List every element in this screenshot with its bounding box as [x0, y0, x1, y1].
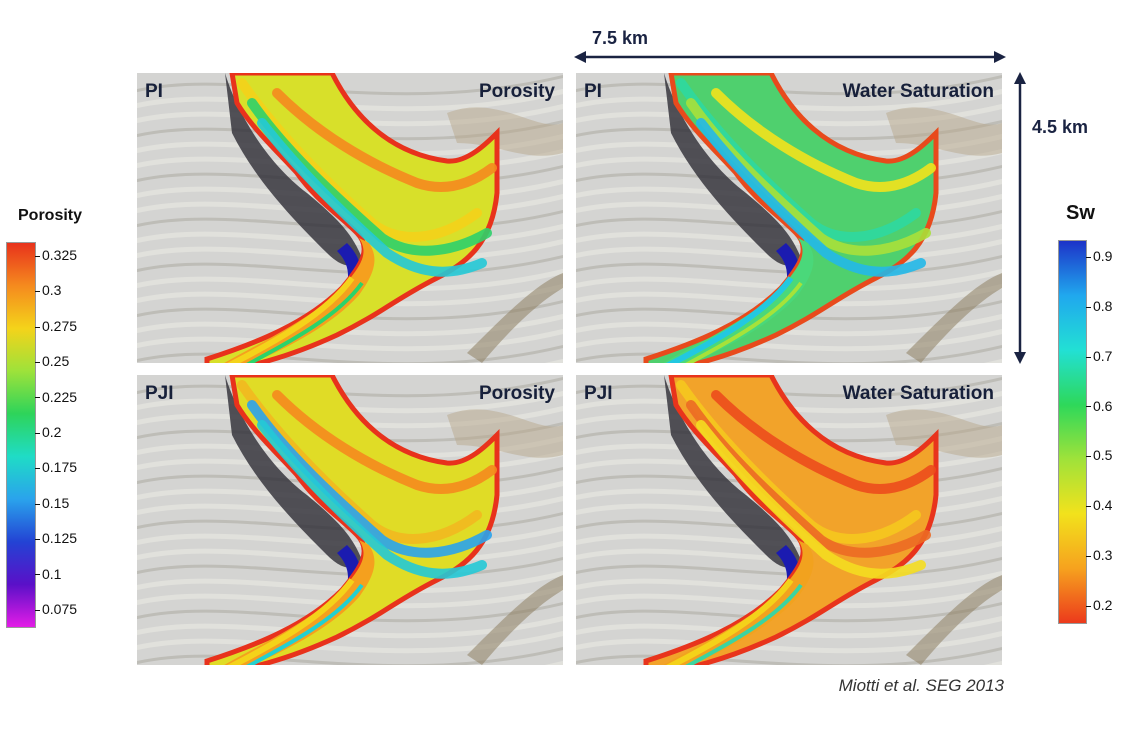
sw-tick-label: 0.3	[1086, 547, 1112, 563]
sw-tick-label: 0.6	[1086, 398, 1112, 414]
panel-pi-water-saturation: PI Water Saturation	[576, 73, 1002, 363]
vertical-scale-label: 4.5 km	[1032, 117, 1089, 137]
porosity-tick-label: 0.15	[35, 495, 69, 511]
sw-tick-label: 0.2	[1086, 597, 1112, 613]
porosity-tick-label: 0.175	[35, 459, 77, 475]
horizontal-scale-arrow	[574, 51, 1006, 63]
porosity-tick-label: 0.3	[35, 282, 61, 298]
panel-tag: PI	[584, 81, 602, 102]
sw-tick-label: 0.7	[1086, 348, 1112, 364]
citation: Miotti et al. SEG 2013	[838, 676, 1004, 695]
panel-property-label: Water Saturation	[842, 383, 994, 404]
porosity-tick-label: 0.25	[35, 353, 69, 369]
horizontal-scale-label: 7.5 km	[592, 28, 649, 48]
panel-pji-water-saturation: PJI Water Saturation	[576, 375, 1002, 665]
sw-colorbar-title: Sw	[1066, 202, 1095, 224]
panel-pji-porosity: PJI Porosity	[137, 375, 563, 665]
porosity-colorbar	[6, 242, 36, 628]
porosity-tick-label: 0.1	[35, 566, 61, 582]
porosity-tick-label: 0.125	[35, 530, 77, 546]
vertical-scale-arrow	[1014, 72, 1026, 364]
sw-colorbar	[1058, 240, 1087, 624]
panel-property-label: Porosity	[478, 81, 555, 102]
sw-tick-label: 0.4	[1086, 497, 1112, 513]
panel-property-label: Porosity	[478, 383, 555, 404]
panel-property-label: Water Saturation	[842, 81, 994, 102]
sw-tick-label: 0.8	[1086, 298, 1112, 314]
porosity-tick-label: 0.2	[35, 424, 61, 440]
porosity-colorbar-title: Porosity	[18, 207, 83, 224]
sw-tick-label: 0.5	[1086, 447, 1112, 463]
panel-tag: PI	[145, 81, 163, 102]
porosity-tick-label: 0.325	[35, 247, 77, 263]
porosity-tick-label: 0.225	[35, 389, 77, 405]
panel-tag: PJI	[584, 383, 613, 404]
panel-tag: PJI	[145, 383, 174, 404]
porosity-tick-label: 0.275	[35, 318, 77, 334]
sw-tick-label: 0.9	[1086, 248, 1112, 264]
panel-pi-porosity: PI Porosity	[137, 73, 563, 363]
porosity-tick-label: 0.075	[35, 601, 77, 617]
